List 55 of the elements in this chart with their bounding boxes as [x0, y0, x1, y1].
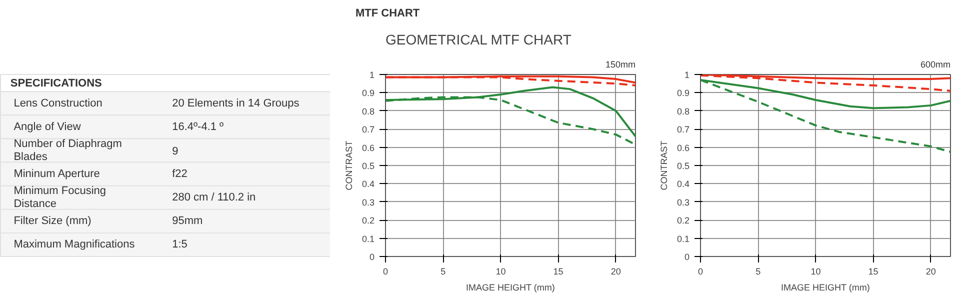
y-tick-label: 0.9: [362, 88, 375, 98]
x-tick-label: 20: [926, 266, 936, 276]
y-tick-label: 0.1: [362, 234, 375, 244]
text: 16.4º-4.1 º: [172, 120, 224, 133]
text: Number of Diaphragm Blades: [14, 138, 122, 164]
text: Minimum Focusing Distance: [14, 184, 106, 210]
y-tick-label: 0.6: [362, 142, 375, 153]
text: 280 cm / 110.2 in: [172, 192, 256, 204]
x-tick-label: 15: [553, 266, 564, 276]
text: 600mm: [920, 60, 951, 70]
x-axis-title: IMAGE HEIGHT (mm): [781, 282, 870, 292]
y-tick-label: 0.3: [362, 197, 375, 208]
y-tick-label: 0.5: [676, 161, 690, 171]
text: 9: [172, 145, 178, 158]
y-tick-label: 0: [684, 252, 690, 262]
y-tick-label: 0.5: [362, 161, 375, 171]
y-tick-label: 0.2: [676, 216, 690, 226]
text: f22: [172, 168, 188, 180]
text: Angle of View: [14, 120, 81, 133]
text: SPECIFICATIONS: [10, 78, 102, 90]
x-tick-label: 10: [496, 266, 506, 276]
x-axis-title: IMAGE HEIGHT (mm): [466, 282, 555, 292]
x-tick-label: 0: [698, 266, 704, 276]
text: Maximum Magnifications: [14, 238, 136, 251]
y-tick-label: 0.4: [676, 179, 690, 190]
text: Lens Construction: [14, 97, 102, 110]
y-tick-label: 0.1: [676, 234, 690, 244]
y-tick-label: 0.3: [676, 197, 690, 208]
x-tick-label: 5: [440, 266, 446, 276]
x-tick-label: 20: [610, 266, 621, 276]
y-axis-title: CONTRAST: [344, 140, 354, 190]
y-tick-label: 0.4: [362, 179, 375, 190]
x-tick-label: 15: [868, 266, 878, 276]
y-tick-label: 1: [684, 70, 690, 80]
y-tick-label: 0.9: [676, 88, 690, 98]
text: 1:5: [172, 238, 188, 251]
text: 20 Elements in 14 Groups: [172, 97, 300, 110]
y-axis-title: CONTRAST: [658, 140, 669, 190]
chart-title: MTF CHART: [356, 8, 420, 20]
y-tick-label: 0.7: [676, 124, 690, 135]
x-tick-label: 10: [810, 266, 821, 276]
chart-subtitle: GEOMETRICAL MTF CHART: [386, 32, 572, 48]
text: Filter Size (mm): [14, 215, 92, 228]
y-tick-label: 1: [369, 70, 375, 80]
y-tick-label: 0.7: [362, 124, 375, 135]
y-tick-label: 0.2: [362, 216, 375, 226]
y-tick-label: 0.8: [676, 106, 690, 116]
text: 150mm: [605, 60, 636, 70]
text: Mininum Aperture: [14, 168, 100, 180]
y-tick-label: 0.6: [676, 142, 690, 153]
text: 95mm: [172, 215, 203, 228]
x-tick-label: 0: [382, 266, 388, 276]
y-tick-label: 0.8: [362, 106, 375, 116]
y-tick-label: 0: [369, 252, 375, 262]
x-tick-label: 5: [756, 266, 761, 276]
